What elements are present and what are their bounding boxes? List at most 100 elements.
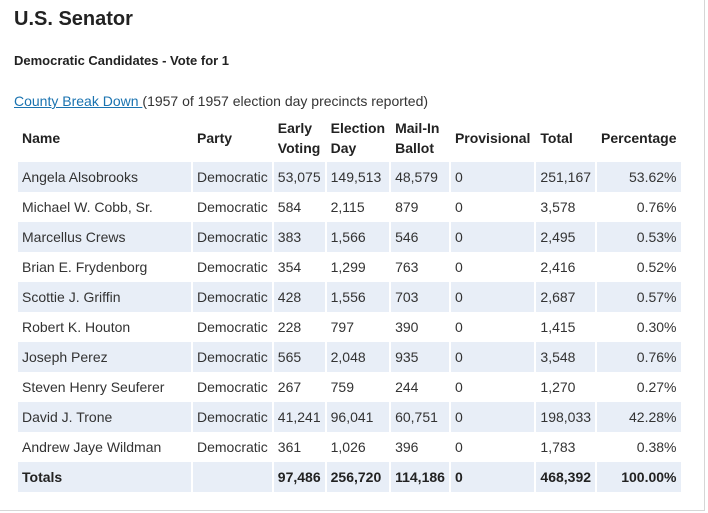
mail-in-count: 396 (395, 439, 419, 455)
header-total: Total (540, 130, 573, 146)
header-election-day: Election Day (330, 120, 386, 156)
totals-election-day: 256,720 (326, 462, 390, 492)
provisional-count: 0 (454, 319, 463, 335)
precincts-reported-text: (1957 of 1957 election day precincts rep… (142, 93, 429, 109)
provisional-count: 0 (454, 259, 463, 275)
vote-percentage: 0.57% (597, 282, 681, 312)
early-voting-count: 53,075 (273, 162, 325, 192)
early-voting-count: 267 (277, 379, 302, 395)
candidate-name: David J. Trone (18, 402, 191, 432)
provisional-count: 0 (454, 439, 463, 455)
mail-in-count: 703 (391, 282, 449, 312)
mail-in-count: 935 (391, 342, 449, 372)
election-day-count: 1,556 (326, 282, 390, 312)
table-row: Brian E. Frydenborg Democratic 354 1,299… (18, 252, 681, 282)
vote-percentage: 42.28% (597, 402, 681, 432)
candidate-party: Democratic (197, 319, 268, 335)
provisional-count: 0 (450, 342, 535, 372)
candidate-name: Angela Alsobrooks (18, 162, 191, 192)
header-provisional: Provisional (454, 130, 531, 146)
mail-in-count: 244 (395, 379, 419, 395)
election-day-count: 1,566 (326, 222, 390, 252)
early-voting-count: 41,241 (273, 402, 325, 432)
mail-in-count: 390 (395, 319, 419, 335)
header-party: Party (197, 130, 233, 146)
vote-percentage: 0.53% (597, 222, 681, 252)
election-day-count: 2,115 (330, 199, 365, 215)
report-status-line: County Break Down (1957 of 1957 election… (14, 93, 428, 109)
candidate-name: Michael W. Cobb, Sr. (22, 199, 153, 215)
election-day-count: 2,048 (326, 342, 390, 372)
table-row: Scottie J. Griffin Democratic 428 1,556 … (18, 282, 681, 312)
vote-percentage: 53.62% (597, 162, 681, 192)
candidate-name: Andrew Jaye Wildman (22, 439, 162, 455)
candidate-party: Democratic (197, 439, 268, 455)
total-count: 1,783 (540, 439, 576, 455)
vote-percentage: 0.30% (636, 319, 677, 335)
candidate-party: Democratic (193, 402, 272, 432)
results-table: Name Party Early Voting Election Day Mail-… (16, 114, 683, 492)
contest-subtitle: Democratic Candidates - Vote for 1 (14, 53, 230, 68)
early-voting-count: 584 (277, 199, 302, 215)
early-voting-count: 354 (277, 259, 302, 275)
total-count: 1,415 (540, 319, 576, 335)
header-percentage: Percentage (601, 130, 677, 146)
early-voting-count: 565 (273, 342, 325, 372)
mail-in-count: 879 (395, 199, 419, 215)
totals-percentage: 100.00% (597, 462, 681, 492)
early-voting-count: 228 (277, 319, 302, 335)
totals-early-voting: 97,486 (273, 462, 325, 492)
vote-percentage: 0.27% (636, 379, 677, 395)
election-day-count: 149,513 (326, 162, 390, 192)
total-count: 2,416 (540, 259, 576, 275)
early-voting-count: 361 (277, 439, 302, 455)
header-name: Name (22, 130, 61, 146)
vote-percentage: 0.38% (636, 439, 677, 455)
table-row: Steven Henry Seuferer Democratic 267 759… (18, 372, 681, 402)
county-breakdown-link[interactable]: County Break Down (14, 93, 143, 109)
election-day-count: 1,026 (330, 439, 366, 455)
total-count: 1,270 (540, 379, 576, 395)
table-row: Robert K. Houton Democratic 228 797 390 … (18, 312, 681, 342)
election-day-count: 96,041 (326, 402, 390, 432)
table-row: David J. Trone Democratic 41,241 96,041 … (18, 402, 681, 432)
header-mail-in-ballot: Mail-In Ballot (395, 120, 440, 156)
mail-in-count: 48,579 (391, 162, 449, 192)
table-header-row: Name Party Early Voting Election Day Mail-… (18, 114, 681, 162)
totals-party (193, 462, 272, 492)
mail-in-count: 546 (391, 222, 449, 252)
table-row: Andrew Jaye Wildman Democratic 361 1,026… (18, 432, 681, 462)
early-voting-count: 428 (273, 282, 325, 312)
totals-provisional: 0 (450, 462, 535, 492)
candidate-party: Democratic (197, 259, 268, 275)
provisional-count: 0 (450, 222, 535, 252)
candidate-name: Brian E. Frydenborg (22, 259, 148, 275)
provisional-count: 0 (450, 282, 535, 312)
candidate-name: Steven Henry Seuferer (22, 379, 165, 395)
total-count: 2,495 (536, 222, 596, 252)
total-count: 2,687 (536, 282, 596, 312)
totals-mail-in: 114,186 (391, 462, 449, 492)
total-count: 251,167 (536, 162, 596, 192)
vote-percentage: 0.52% (636, 259, 677, 275)
mail-in-count: 60,751 (391, 402, 449, 432)
total-count: 3,548 (536, 342, 596, 372)
vote-percentage: 0.76% (597, 342, 681, 372)
provisional-count: 0 (454, 199, 463, 215)
candidate-name: Joseph Perez (18, 342, 191, 372)
table-row: Joseph Perez Democratic 565 2,048 935 0 … (18, 342, 681, 372)
header-early-voting: Early Voting (277, 120, 321, 156)
candidate-party: Democratic (193, 282, 272, 312)
provisional-count: 0 (450, 402, 535, 432)
candidate-name: Robert K. Houton (22, 319, 131, 335)
election-day-count: 1,299 (330, 259, 366, 275)
candidate-party: Democratic (193, 162, 272, 192)
candidate-name: Marcellus Crews (18, 222, 191, 252)
totals-row: Totals 97,486 256,720 114,186 0 468,392 … (18, 462, 681, 492)
totals-total: 468,392 (536, 462, 596, 492)
early-voting-count: 383 (273, 222, 325, 252)
election-day-count: 797 (330, 319, 354, 335)
mail-in-count: 763 (395, 259, 419, 275)
candidate-name: Scottie J. Griffin (18, 282, 191, 312)
